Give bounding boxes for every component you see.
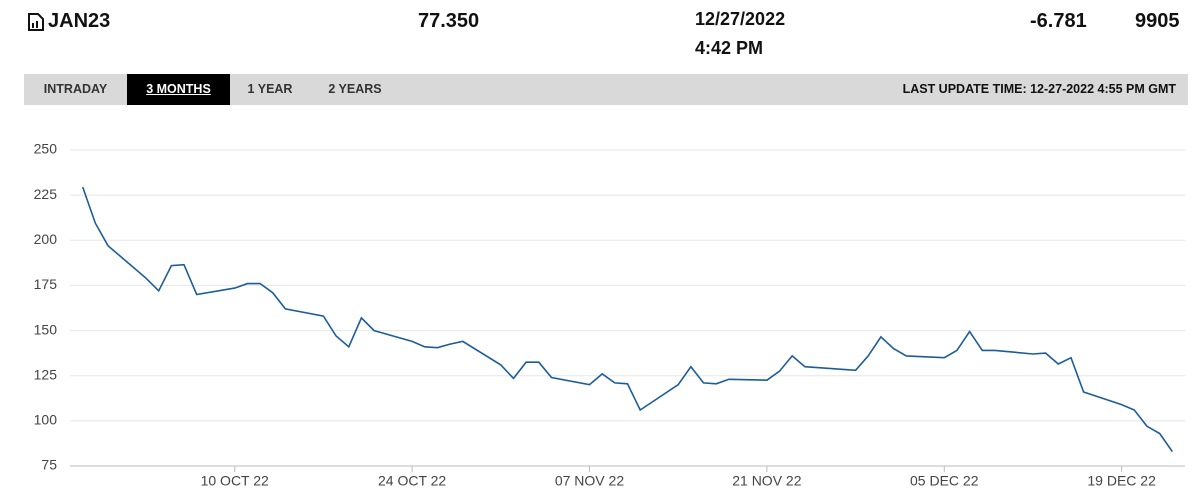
x-tick-label: 05 DEC 22 — [910, 473, 979, 489]
tab[interactable]: 1 YEAR — [247, 82, 293, 96]
price-line — [81, 186, 1173, 453]
last-update: LAST UPDATE TIME: 12-27-2022 4:55 PM GMT — [902, 82, 1176, 96]
tab[interactable]: INTRADAY — [43, 82, 108, 96]
y-tick-label: 75 — [41, 457, 57, 473]
y-tick-label: 200 — [34, 231, 58, 247]
x-tick-label: 24 OCT 22 — [378, 473, 446, 489]
symbol: JAN23 — [48, 10, 111, 32]
x-tick-label: 10 OCT 22 — [201, 473, 269, 489]
x-tick-label: 19 DEC 22 — [1087, 473, 1156, 489]
tab[interactable]: 2 YEARS — [328, 82, 382, 96]
x-tick-label: 21 NOV 22 — [732, 473, 801, 489]
y-tick-label: 225 — [34, 186, 58, 202]
x-tick-label: 07 NOV 22 — [555, 473, 624, 489]
tab-bar: LAST UPDATE TIME: 12-27-2022 4:55 PM GMT… — [24, 74, 1188, 105]
tab[interactable]: 3 MONTHS — [127, 74, 230, 105]
volume: 9905 — [1135, 10, 1180, 32]
y-tick-label: 125 — [34, 366, 58, 382]
y-tick-label: 100 — [34, 412, 58, 428]
y-tick-label: 250 — [34, 141, 58, 157]
change: -6.781 — [1030, 10, 1087, 32]
date: 12/27/2022 — [695, 9, 786, 29]
y-tick-label: 150 — [34, 321, 58, 337]
y-tick-label: 175 — [34, 276, 58, 292]
price: 77.350 — [418, 10, 480, 32]
doc-icon — [28, 13, 44, 31]
time: 4:42 PM — [695, 38, 764, 58]
